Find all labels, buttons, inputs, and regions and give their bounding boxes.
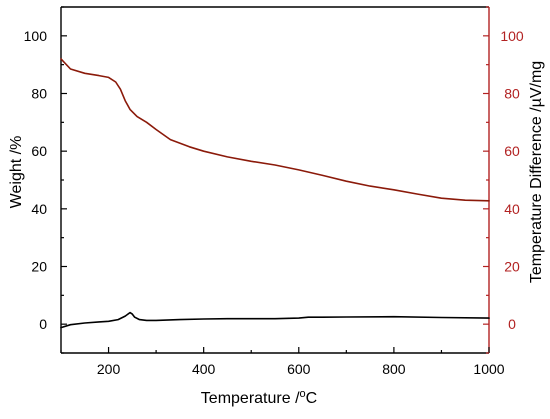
- y-right-tick-label: 0: [508, 316, 516, 332]
- y-left-tick-label: 80: [31, 86, 47, 102]
- y-right-tick-label: 100: [500, 28, 524, 44]
- plot-frame: [60, 6, 490, 354]
- x-tick-label: 800: [382, 361, 406, 377]
- tg-series-line: [60, 58, 490, 202]
- y-axis-left-title: Weight /%: [8, 136, 25, 209]
- x-axis-title-pre: Temperature /: [201, 390, 300, 407]
- y-axis-right-title: Temperature Difference /µV/mg: [528, 61, 545, 283]
- x-tick-label: 400: [192, 361, 216, 377]
- y-left-tick-label: 60: [31, 143, 47, 159]
- label-layer: Temperature /oC Weight /% Temperature Di…: [8, 61, 545, 407]
- x-axis-title: Temperature /oC: [201, 388, 317, 407]
- y-left-tick-label: 0: [39, 316, 47, 332]
- x-tick-label: 200: [97, 361, 121, 377]
- x-tick-label: 1000: [473, 361, 504, 377]
- x-tick-label: 600: [287, 361, 311, 377]
- y-left-tick-label: 40: [31, 201, 47, 217]
- y-right-tick-label: 80: [504, 86, 520, 102]
- series-layer: [60, 58, 490, 329]
- y-right-tick-label: 40: [504, 201, 520, 217]
- dta-series-line: [60, 311, 490, 329]
- y-left-tick-label: 100: [24, 28, 48, 44]
- y-right-tick-label: 20: [504, 259, 520, 275]
- x-axis-title-post: C: [306, 390, 318, 407]
- y-left-tick-label: 20: [31, 259, 47, 275]
- x-axis-title-sup: o: [300, 388, 306, 400]
- y-right-tick-label: 60: [504, 143, 520, 159]
